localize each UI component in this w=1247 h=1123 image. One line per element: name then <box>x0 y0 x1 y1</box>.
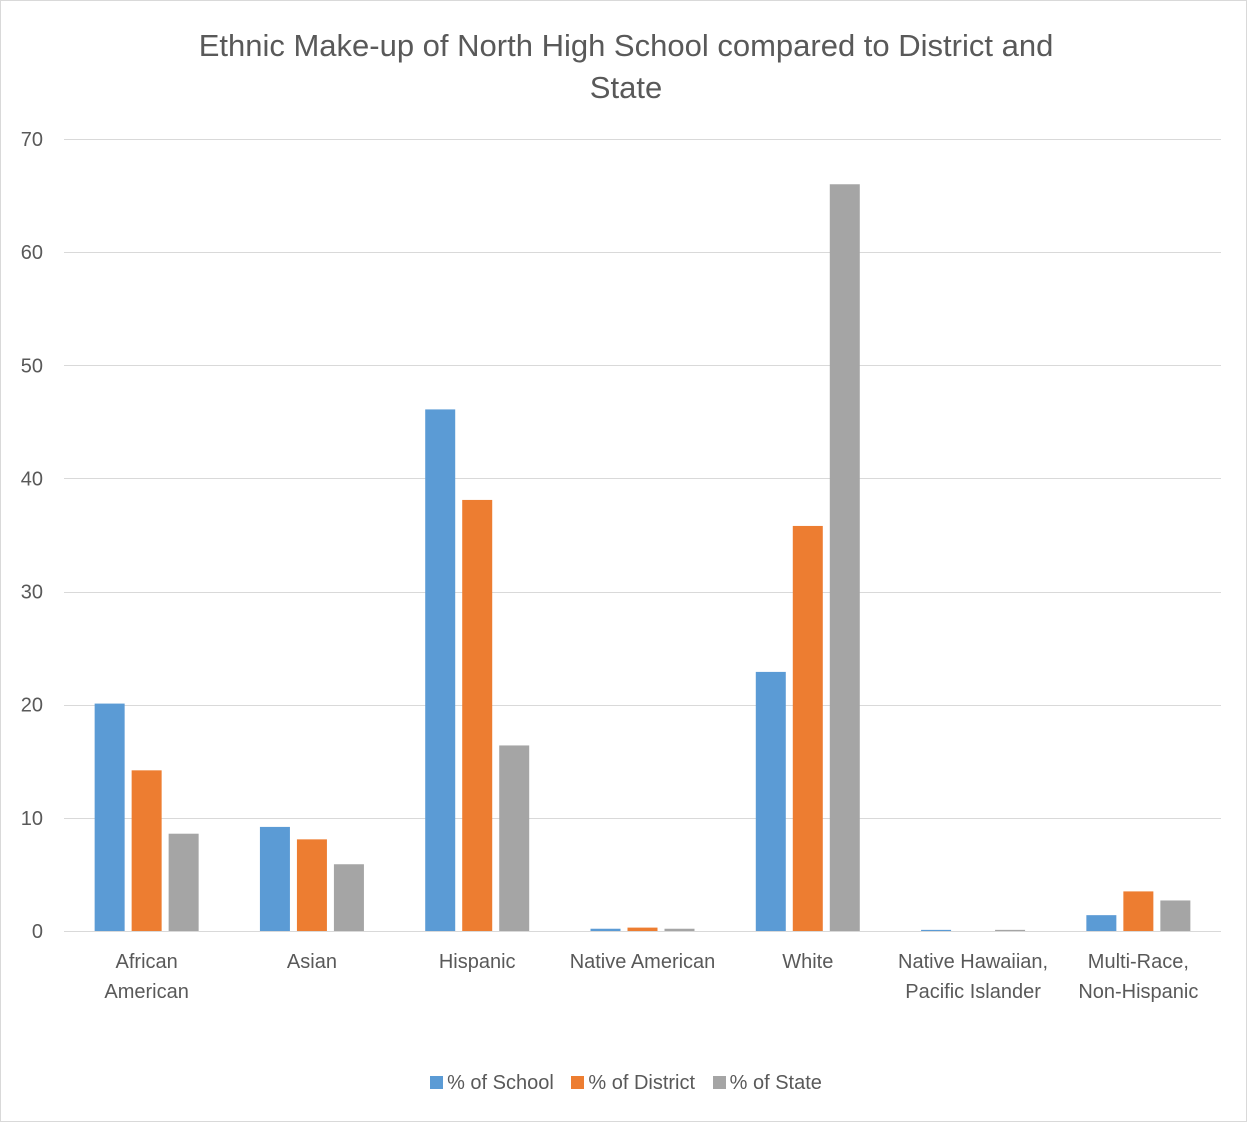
legend: % of School % of District % of State <box>1 1072 1247 1095</box>
x-tick-label-5: Native Hawaiian, Pacific Islander <box>898 951 1048 1003</box>
legend-swatch-school <box>430 1076 444 1089</box>
bar--of-district-1 <box>296 839 327 931</box>
bar--of-state-0 <box>168 833 199 931</box>
y-axis-tick-labels: 0 10 20 30 40 50 60 70 <box>21 129 43 943</box>
x-tick-label-3: Native American <box>570 951 716 973</box>
chart-title-line-2: State <box>589 70 663 105</box>
y-tick-label-40: 40 <box>21 468 43 490</box>
y-tick-label-10: 10 <box>21 808 43 830</box>
bar--of-district-3 <box>627 927 658 931</box>
bar--of-school-6 <box>1086 915 1117 931</box>
gridlines <box>64 139 1221 932</box>
bars <box>94 184 1191 931</box>
x-tick-label-4: White <box>782 951 833 973</box>
y-tick-label-30: 30 <box>21 582 43 604</box>
y-tick-label-50: 50 <box>21 355 43 377</box>
bar--of-state-5 <box>995 929 1026 931</box>
bar--of-state-1 <box>333 864 364 931</box>
bar--of-district-2 <box>462 499 493 931</box>
bar--of-state-2 <box>499 745 530 931</box>
x-tick-label-1: Asian <box>287 951 337 973</box>
legend-item-district: % of District <box>571 1072 695 1095</box>
chart-title-line-1: Ethnic Make-up of North High School comp… <box>198 28 1054 63</box>
legend-swatch-district <box>571 1076 585 1089</box>
legend-label-school: % of School <box>447 1072 554 1094</box>
y-tick-label-0: 0 <box>32 921 43 943</box>
x-axis-tick-labels: African American Asian Hispanic Native Ameri… <box>104 951 1198 1003</box>
bar--of-school-5 <box>921 929 952 931</box>
bar--of-state-3 <box>664 928 695 931</box>
bar--of-state-4 <box>829 184 860 931</box>
y-tick-label-60: 60 <box>21 242 43 264</box>
bar--of-school-3 <box>590 928 621 931</box>
x-tick-label-0: African American <box>104 951 188 1003</box>
x-tick-label-2: Hispanic <box>439 951 516 973</box>
bar--of-district-0 <box>131 770 162 931</box>
legend-swatch-state <box>712 1076 726 1089</box>
bar--of-school-0 <box>94 703 125 931</box>
bar--of-district-6 <box>1123 891 1154 931</box>
legend-item-state: % of State <box>712 1072 822 1095</box>
bar--of-school-1 <box>259 826 290 931</box>
legend-label-district: % of District <box>588 1072 696 1094</box>
legend-label-state: % of State <box>729 1072 822 1094</box>
chart-title: Ethnic Make-up of North High School comp… <box>1 25 1247 109</box>
bar--of-school-2 <box>425 409 456 931</box>
bar--of-district-4 <box>792 525 823 931</box>
bar--of-school-4 <box>755 671 786 931</box>
legend-item-school: % of School <box>430 1072 554 1095</box>
y-tick-label-20: 20 <box>21 695 43 717</box>
x-tick-label-6: Multi-Race, Non-Hispanic <box>1078 951 1198 1003</box>
bar--of-state-6 <box>1160 900 1191 931</box>
y-tick-label-70: 70 <box>21 129 43 151</box>
